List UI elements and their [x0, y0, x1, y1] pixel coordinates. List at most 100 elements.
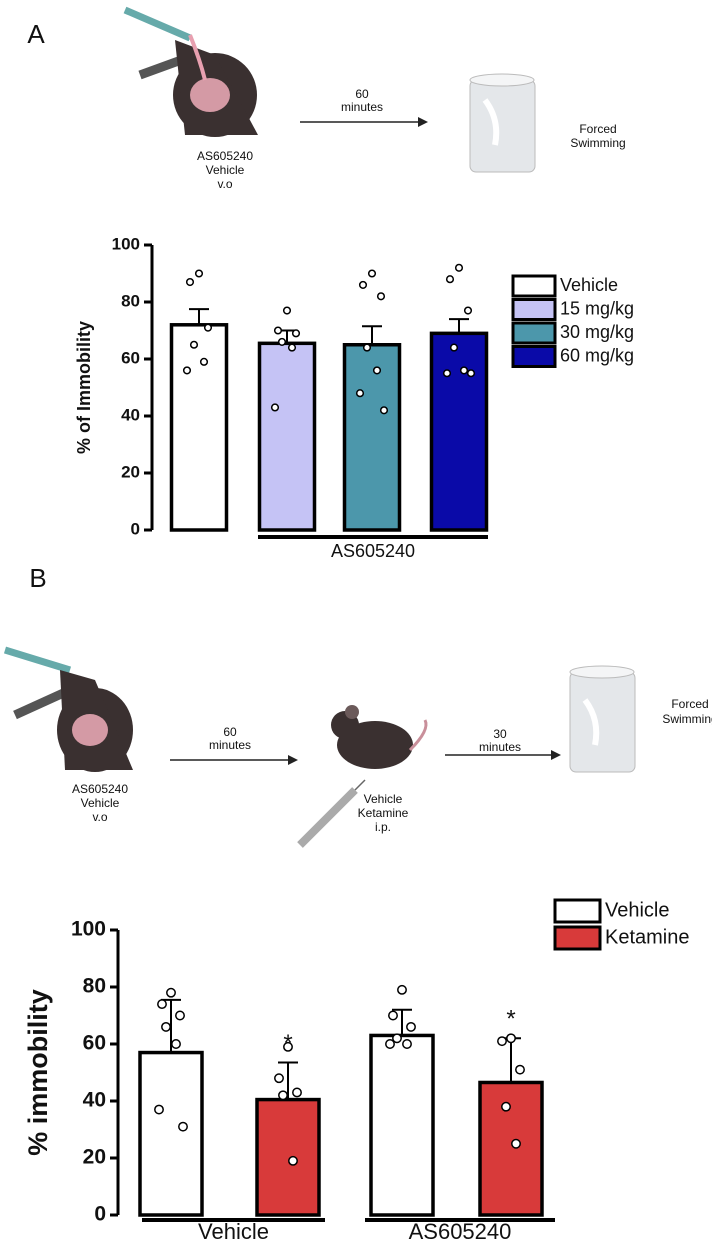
- panel-label: A: [27, 19, 45, 49]
- legend-label: 60 mg/kg: [560, 345, 634, 365]
- data-point: [282, 306, 292, 315]
- arrow-head: [288, 755, 298, 765]
- swim-cylinder: [569, 665, 636, 773]
- data-point: [157, 999, 167, 1010]
- data-point: [388, 1010, 398, 1021]
- treatment-text: v.o: [217, 177, 232, 191]
- test-text: Swimming: [662, 712, 712, 726]
- interval-text: minutes: [209, 738, 251, 752]
- interval-text: minutes: [341, 100, 383, 114]
- legend-swatch: [511, 274, 557, 298]
- mouse-gavage-illustration: [3, 646, 133, 772]
- data-point: [178, 1121, 188, 1132]
- bar: [257, 341, 317, 532]
- data-point: [154, 1104, 164, 1115]
- group-label: AS605240: [331, 541, 415, 561]
- data-point: [402, 1039, 412, 1049]
- y-tick-label: 100: [71, 918, 106, 941]
- x-tick-label: Vehicle: [198, 1219, 269, 1244]
- treatment-text: AS605240: [197, 149, 253, 163]
- data-point: [274, 1073, 284, 1084]
- data-point: [515, 1064, 525, 1075]
- syringe-illustration: [297, 779, 366, 848]
- treatment-text: Vehicle: [206, 163, 245, 177]
- data-point: [497, 1036, 507, 1047]
- data-point: [171, 1039, 181, 1049]
- y-tick-label: 40: [121, 405, 140, 424]
- data-point: [392, 1033, 402, 1044]
- data-point: [288, 1155, 298, 1166]
- bar: [169, 323, 229, 532]
- treatment-text: v.o: [92, 810, 107, 824]
- panel-label: B: [29, 563, 46, 593]
- y-tick-label: 20: [83, 1146, 106, 1169]
- y-tick-label: 0: [94, 1203, 106, 1226]
- data-point: [199, 357, 209, 366]
- significance-label: *: [506, 1006, 515, 1033]
- data-point: [270, 403, 280, 412]
- y-tick-label: 60: [83, 1032, 106, 1055]
- data-point: [463, 306, 473, 315]
- data-point: [362, 343, 372, 352]
- interval-text: 60: [223, 725, 237, 739]
- test-text: Forced: [671, 697, 708, 711]
- y-axis-label: % of Immobility: [74, 321, 94, 454]
- test-text: Swimming: [570, 136, 625, 150]
- data-point: [501, 1101, 511, 1112]
- y-tick-label: 60: [121, 348, 140, 367]
- data-point: [376, 292, 386, 301]
- y-tick-label: 40: [83, 1089, 106, 1112]
- mouse-illustration: [331, 705, 428, 769]
- data-point: [175, 1010, 185, 1021]
- data-point: [454, 263, 464, 272]
- data-point: [449, 343, 459, 352]
- bar: [342, 343, 402, 532]
- data-point: [166, 987, 176, 998]
- arrow-head: [551, 750, 561, 760]
- data-point: [358, 280, 368, 289]
- bar: [369, 1033, 435, 1217]
- data-point: [194, 269, 204, 278]
- data-point: [185, 278, 195, 287]
- data-point: [182, 366, 192, 375]
- bar: [478, 1080, 544, 1217]
- treatment-text: Vehicle: [81, 796, 120, 810]
- data-point: [287, 343, 297, 352]
- bar: [138, 1050, 204, 1217]
- legend-swatch: [511, 298, 557, 321]
- legend-swatch: [553, 898, 602, 924]
- significance-label: *: [283, 1030, 292, 1057]
- data-point: [385, 1039, 395, 1049]
- data-point: [273, 326, 283, 335]
- y-tick-label: 20: [121, 462, 140, 481]
- legend-swatch: [511, 345, 557, 368]
- legend-swatch: [511, 321, 557, 345]
- legend-label: Vehicle: [560, 275, 618, 295]
- bar: [429, 331, 489, 532]
- data-point: [189, 340, 199, 349]
- x-tick-label: AS605240: [409, 1219, 512, 1244]
- treatment-text: AS605240: [72, 782, 128, 796]
- injection-text: Ketamine: [358, 806, 409, 820]
- data-point: [466, 369, 476, 378]
- data-point: [292, 1087, 302, 1098]
- y-tick-label: 0: [131, 519, 140, 538]
- y-axis-label: % immobility: [23, 989, 53, 1156]
- interval-text: minutes: [479, 740, 521, 754]
- data-point: [397, 984, 407, 995]
- legend-swatch: [553, 925, 602, 951]
- data-point: [459, 366, 469, 375]
- data-point: [379, 406, 389, 415]
- interval-text: 60: [355, 87, 369, 101]
- data-point: [511, 1138, 521, 1149]
- legend-label: Ketamine: [605, 926, 690, 948]
- data-point: [367, 269, 377, 278]
- legend-label: 30 mg/kg: [560, 322, 634, 342]
- data-point: [278, 1090, 288, 1101]
- data-point: [161, 1021, 171, 1032]
- y-tick-label: 80: [83, 975, 106, 998]
- arrow-head: [418, 117, 428, 127]
- y-tick-label: 80: [121, 291, 140, 310]
